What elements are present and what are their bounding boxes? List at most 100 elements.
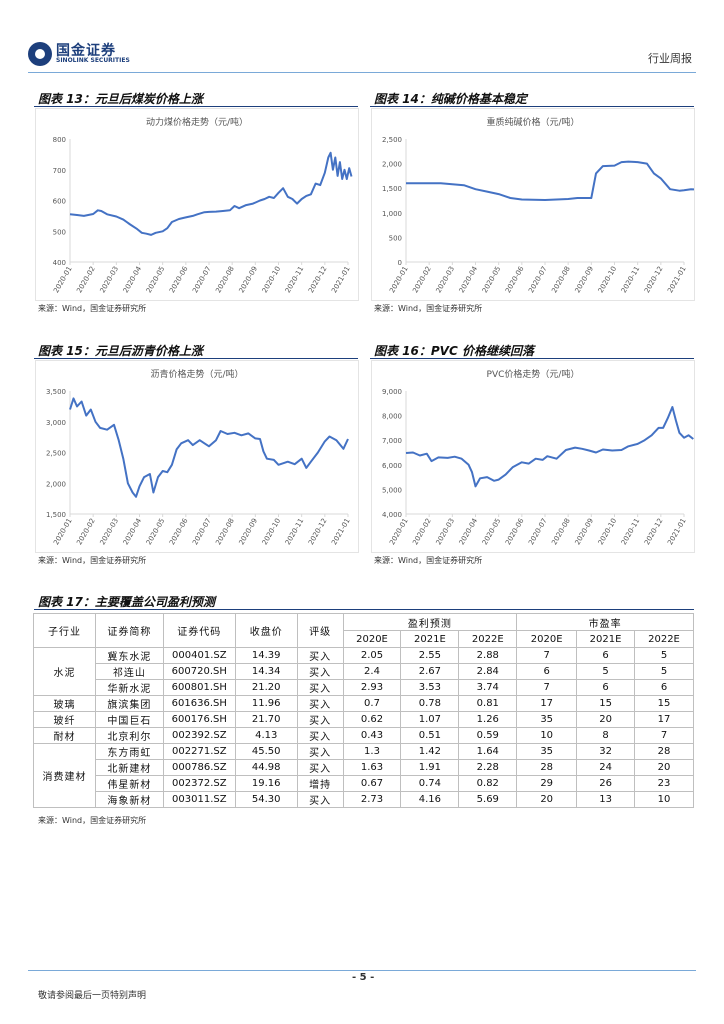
x-tick-label: 2020-03 [435,517,457,546]
fig15-title: 图表 15：元旦后沥青价格上涨 [38,344,203,358]
pe-cell: 5 [634,647,694,664]
x-tick-label: 2020-12 [307,265,329,294]
rating-cell: 买入 [296,663,344,680]
eps-cell: 0.43 [342,727,402,744]
x-tick-label: 2020-08 [214,517,236,546]
stock-name-cell: 伟星新材 [94,775,164,792]
eps-cell: 3.53 [400,679,460,696]
pe-cell: 28 [516,759,578,776]
pe-cell: 5 [634,663,694,680]
pe-cell: 35 [516,743,578,760]
stock-code-cell: 600720.SH [162,663,236,680]
close-price-cell: 21.20 [234,679,298,696]
fig15-svg: 沥青价格走势（元/吨） 1,500 2,000 2,500 3,000 3,500 2020… [46,368,352,546]
rating-cell: 买入 [296,679,344,696]
th-rating: 评级 [296,613,344,648]
pe-cell: 7 [634,727,694,744]
eps-cell: 2.84 [458,663,518,680]
y-tick-label: 1,500 [46,511,66,519]
pe-cell: 32 [576,743,636,760]
close-price-cell: 19.16 [234,775,298,792]
fig13-title: 图表 13：元旦后煤炭价格上涨 [38,92,203,106]
fig17-title: 图表 17：主要覆盖公司盈利预测 [38,595,215,609]
x-tick-label: 2020-10 [597,517,619,546]
x-tick-label: 2020-11 [620,265,642,294]
x-tick-label: 2020-01 [52,265,74,294]
rating-cell: 买入 [296,647,344,664]
pe-cell: 6 [576,679,636,696]
stock-code-cell: 002392.SZ [162,727,236,744]
header-rule [28,72,696,73]
x-tick-label: 2020-10 [597,265,619,294]
y-tick-label: 3,000 [46,419,66,427]
th-sub-industry: 子行业 [33,613,96,648]
stock-name-cell: 旗滨集团 [94,695,164,712]
pe-cell: 8 [576,727,636,744]
stock-code-cell: 002372.SZ [162,775,236,792]
pe-cell: 17 [516,695,578,712]
footer-disclaimer: 敬请参阅最后一页特别声明 [38,991,147,1001]
eps-cell: 2.67 [400,663,460,680]
x-tick-label: 2020-05 [481,517,503,546]
fig16-title-rule [370,358,694,359]
y-tick-label: 2,000 [382,161,402,169]
table-row: 水泥 冀东水泥 000401.SZ 14.39 买入 2.05 2.55 2.88 7 6 5 [33,647,694,696]
y-tick-label: 800 [53,136,66,144]
close-price-cell: 4.13 [234,727,298,744]
stock-code-cell: 600801.SH [162,679,236,696]
pe-cell: 5 [576,663,636,680]
table-header-row-2: 2020E 2021E 2022E 2020E 2021E 2022E [34,630,694,648]
x-tick-label: 2021-01 [330,517,352,546]
sub-industry-cell: 耐材 [33,727,96,744]
table-row: 伟星新材 002372.SZ 19.16 增持 0.67 0.74 0.82 29 26 23 [34,775,694,792]
x-tick-label: 2020-11 [284,265,306,294]
th-eps-group: 盈利预测 [342,613,518,631]
chart-title: PVC价格走势（元/吨） [487,368,580,380]
stock-name-cell: 冀东水泥 [94,647,164,664]
table-row: 海象新材 003011.SZ 54.30 买入 2.73 4.16 5.69 20 13 10 [34,791,694,808]
th-eps-year: 2021E [400,630,460,648]
fig14-title-rule [370,106,694,107]
x-tick-label: 2020-02 [411,265,433,294]
stock-name-cell: 中国巨石 [94,711,164,728]
pe-cell: 13 [576,791,636,808]
stock-name-cell: 海象新材 [94,791,164,808]
eps-cell: 1.42 [400,743,460,760]
series-line [69,397,349,498]
fig13-title-rule [34,106,358,107]
table-body: 水泥 冀东水泥 000401.SZ 14.39 买入 2.05 2.55 2.88 7 6 5 祁连山… [33,647,694,808]
y-tick-label: 500 [389,234,402,242]
x-tick-label: 2020-09 [238,517,260,546]
x-tick-label: 2020-01 [52,517,74,546]
y-tick-label: 500 [53,228,66,236]
y-tick-label: 7,000 [382,437,402,445]
x-tick-label: 2020-11 [284,517,306,546]
chart-title: 沥青价格走势（元/吨） [150,368,243,380]
y-tick-label: 8,000 [382,413,402,421]
report-type: 行业周报 [648,52,692,65]
sub-industry-cell: 消费建材 [33,743,96,808]
x-tick-label: 2020-06 [504,265,526,295]
logo-mark-icon [28,42,52,66]
y-tick-label: 2,500 [46,450,66,458]
pe-cell: 7 [516,647,578,664]
rating-cell: 买入 [296,743,344,760]
pe-cell: 10 [516,727,578,744]
th-short-name: 证券简称 [94,613,164,648]
x-tick-label: 2020-10 [261,265,283,294]
eps-cell: 2.28 [458,759,518,776]
th-pe-year: 2022E [634,630,694,648]
fig15-title-rule [34,358,358,359]
x-tick-label: 2020-12 [307,517,329,546]
x-tick-label: 2021-01 [666,517,688,546]
pe-cell: 6 [576,647,636,664]
pe-cell: 15 [634,695,694,712]
rating-cell: 增持 [296,775,344,792]
fig14-source: 来源：Wind，国金证券研究所 [374,304,483,313]
th-code: 证券代码 [162,613,236,648]
logo-text-en: SINOLINK SECURITIES [56,57,130,64]
eps-cell: 0.82 [458,775,518,792]
eps-cell: 0.78 [400,695,460,712]
x-tick-label: 2020-04 [458,265,480,295]
